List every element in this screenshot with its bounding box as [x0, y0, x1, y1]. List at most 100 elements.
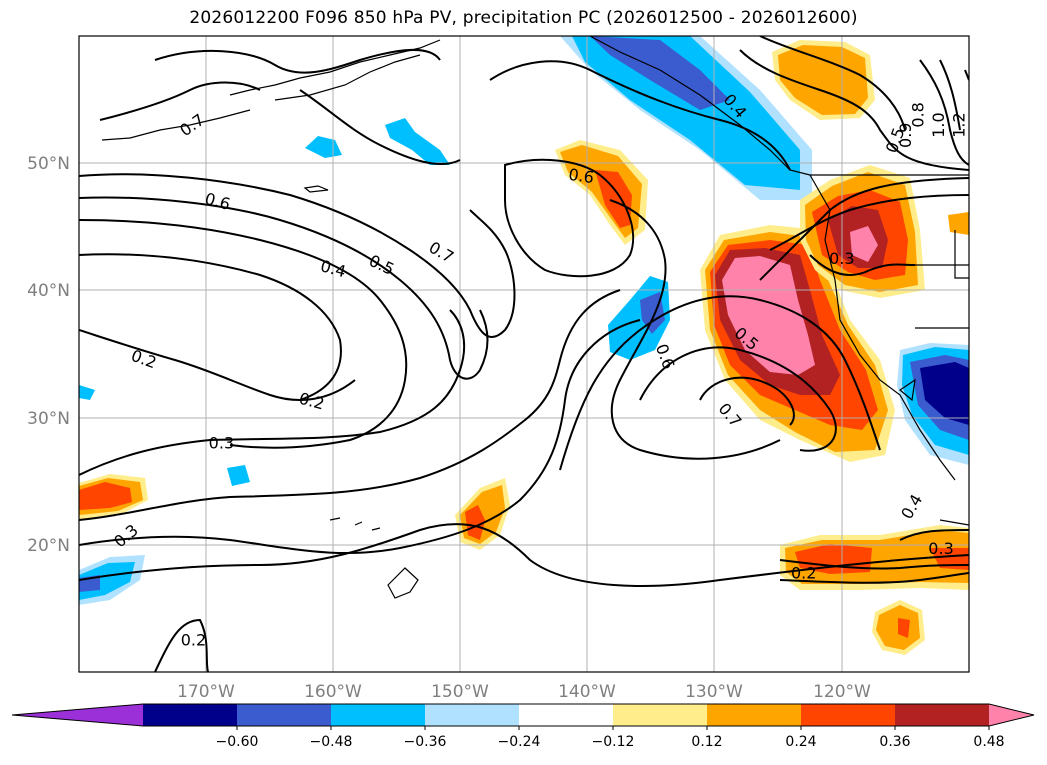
coastlines — [101, 36, 969, 599]
positive-anomaly-area — [948, 212, 969, 235]
pv-contour-line — [739, 49, 969, 171]
pv-contour-line — [609, 199, 781, 460]
negative-anomaly-area — [305, 136, 342, 158]
contour-label: 0.3 — [928, 539, 953, 558]
pv-contour-line — [99, 81, 261, 121]
pv-contour-line — [79, 329, 356, 401]
precipitation-fills — [79, 36, 969, 655]
pv-contour-line — [79, 253, 342, 401]
contour-label: 1.0 — [929, 112, 948, 137]
colorbar-tick-label: −0.36 — [404, 734, 447, 750]
contour-label: 0.7 — [715, 399, 746, 431]
colorbar-swatch — [425, 704, 520, 726]
pv-contour-line — [639, 346, 837, 452]
colorbar-tick-label: −0.60 — [216, 734, 259, 750]
pv-contour-line — [809, 254, 916, 276]
pv-contour-line — [154, 618, 209, 672]
pv-contour-line — [154, 48, 441, 74]
pv-contour-line — [79, 219, 408, 449]
contour-label: 0.2 — [181, 631, 206, 650]
map-title: 2026012200 F096 850 hPa PV, precipitatio… — [189, 8, 858, 28]
lon-label: 140°W — [558, 682, 616, 702]
pv-contour-line — [79, 196, 489, 380]
latitude-labels: 50°N 40°N 30°N 20°N — [27, 154, 70, 556]
positive-anomaly-area — [850, 226, 878, 262]
pv-contour-line — [779, 559, 969, 570]
pv-contour-line — [79, 523, 969, 587]
positive-anomaly-area — [778, 45, 868, 115]
positive-anomaly-area — [465, 505, 485, 540]
contour-label: 0.4 — [897, 491, 926, 523]
lon-label: 170°W — [177, 682, 235, 702]
contour-label: 0.6 — [652, 341, 679, 371]
negative-anomaly-area — [79, 385, 95, 400]
colorbar-swatch — [237, 704, 332, 726]
colorbar-extend-high — [989, 704, 1034, 726]
pv-contour-line — [79, 173, 516, 338]
negative-anomaly-area — [572, 36, 800, 190]
colorbar-tick-label: 0.36 — [879, 734, 910, 750]
contour-label: 0.8 — [909, 102, 928, 127]
colorbar-swatch — [801, 704, 896, 726]
colorbar-tick-label: 0.48 — [973, 734, 1004, 750]
negative-anomaly-area — [385, 118, 450, 165]
positive-anomaly-area — [595, 170, 632, 228]
lon-label: 130°W — [685, 682, 743, 702]
pv-contour-line — [79, 289, 621, 521]
pv-contour-line — [299, 89, 461, 166]
pv-contour-line — [759, 177, 969, 281]
pv-contour-line — [919, 59, 969, 166]
pv-contour-line — [964, 69, 969, 81]
colorbar-swatch — [895, 704, 990, 726]
colorbar-extend-low — [12, 704, 143, 726]
contour-label: 0.9 — [896, 122, 915, 147]
contour-label: 0.2 — [129, 346, 159, 373]
pv-contour-line — [504, 158, 635, 278]
colorbar-swatch — [519, 704, 614, 726]
positive-anomaly-area — [79, 482, 132, 510]
negative-anomaly-area — [920, 362, 969, 425]
colorbar-tick-label: −0.24 — [498, 734, 541, 750]
colorbar-swatch — [707, 704, 802, 726]
lat-label: 40°N — [27, 281, 70, 301]
positive-anomaly-area — [795, 544, 872, 574]
longitude-labels: 170°W 160°W 150°W 140°W 130°W 120°W — [177, 682, 871, 702]
contour-label: 0.6 — [203, 189, 233, 214]
contour-label: 0.2 — [791, 563, 816, 582]
colorbar-swatch — [143, 704, 238, 726]
contour-label: 1.2 — [949, 112, 968, 137]
colorbar-swatch — [613, 704, 708, 726]
lon-label: 150°W — [431, 682, 489, 702]
colorbar-tick-label: 0.24 — [785, 734, 816, 750]
colorbar-tick-label: 0.12 — [691, 734, 722, 750]
pv-contour-line — [899, 529, 969, 541]
negative-anomaly-area — [227, 465, 250, 486]
contour-label: 0.2 — [297, 389, 327, 414]
pv-contour-line — [489, 60, 791, 171]
colorbar-outline — [11, 703, 1035, 727]
pv-contour-line — [79, 319, 641, 555]
colorbar-tick-label: −0.48 — [310, 734, 353, 750]
contour-label: 0.4 — [319, 256, 349, 281]
pv-contour-line — [939, 59, 961, 131]
contour-label: 0.6 — [567, 165, 595, 187]
contour-label: 0.7 — [426, 238, 458, 267]
contour-label: 0.3 — [110, 520, 142, 551]
positive-anomaly-area — [898, 618, 910, 638]
pv-contour-line — [699, 376, 795, 426]
lat-label: 20°N — [27, 536, 70, 556]
contour-label: 0.3 — [209, 434, 234, 453]
pv-contour-line — [79, 309, 466, 476]
contour-label: 0.3 — [829, 249, 854, 268]
colorbar: −0.60 −0.48 −0.36 −0.24 −0.12 0.12 0.24 0.36 0.4… — [11, 703, 1035, 750]
pv-contour-line — [769, 194, 969, 251]
positive-anomaly-area — [722, 256, 815, 375]
colorbar-tick-label: −0.12 — [592, 734, 635, 750]
pv-contours — [79, 36, 969, 672]
contour-label: 0.7 — [176, 110, 208, 140]
map-frame — [78, 35, 970, 673]
colorbar-swatch — [331, 704, 426, 726]
pv-contour-line — [559, 295, 881, 471]
lat-label: 30°N — [27, 409, 70, 429]
